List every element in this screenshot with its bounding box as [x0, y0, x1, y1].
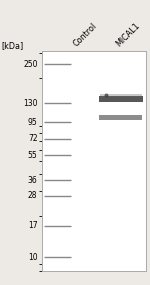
- Text: Control: Control: [72, 21, 99, 48]
- Text: 28: 28: [28, 191, 38, 200]
- Text: 55: 55: [28, 150, 38, 160]
- Text: 130: 130: [23, 99, 38, 108]
- Text: MICAL1: MICAL1: [114, 21, 142, 48]
- Point: [105, 93, 107, 97]
- Text: [kDa]: [kDa]: [2, 41, 24, 50]
- Text: 10: 10: [28, 253, 38, 262]
- Text: 36: 36: [28, 176, 38, 185]
- Text: 72: 72: [28, 135, 38, 143]
- Text: 95: 95: [28, 118, 38, 127]
- Text: 250: 250: [23, 60, 38, 69]
- Text: 17: 17: [28, 221, 38, 230]
